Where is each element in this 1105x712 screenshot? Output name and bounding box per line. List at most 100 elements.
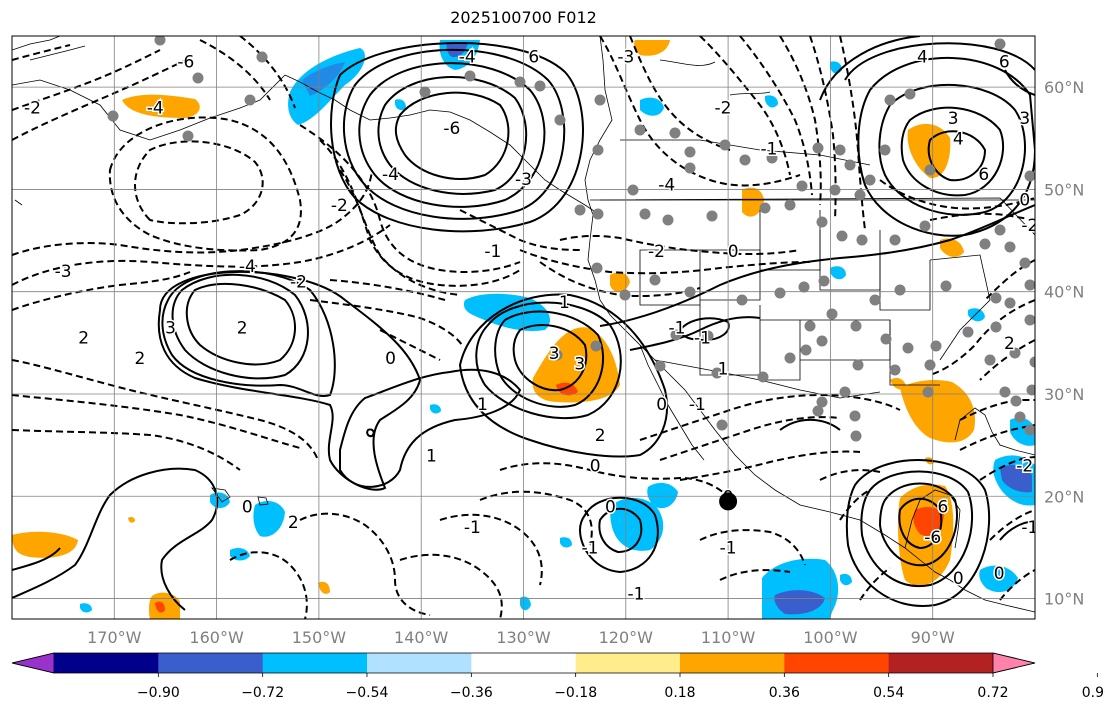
station-dot <box>796 180 808 192</box>
station-dot <box>1024 170 1035 182</box>
dashed-contours <box>12 36 1035 619</box>
map-frame <box>11 35 1036 620</box>
station-dot <box>839 386 851 398</box>
contour-label: 6 <box>978 165 989 185</box>
contour-label: -1 <box>761 140 778 160</box>
latitude-label: 50°N <box>1044 180 1084 199</box>
latitude-label: 60°N <box>1044 78 1084 97</box>
station-dot <box>594 94 606 106</box>
station-dot <box>940 280 952 292</box>
station-dot <box>844 159 856 171</box>
contour-label: -1 <box>484 242 501 262</box>
station-dot <box>1004 297 1016 309</box>
contour-label: 2 <box>237 319 248 339</box>
station-dot <box>816 335 828 347</box>
longitude-label: 150°W <box>292 628 347 647</box>
station-dot <box>1024 424 1035 436</box>
station-dot <box>574 204 586 216</box>
contour-label: 1 <box>559 293 570 313</box>
longitude-label: 90°W <box>911 628 955 647</box>
contour-label: -2 <box>1016 457 1033 477</box>
contour-label: -4 <box>658 175 675 195</box>
colorbar-swatch <box>367 653 472 673</box>
station-dot <box>800 344 812 356</box>
station-dot <box>684 162 696 174</box>
station-dot <box>924 359 936 371</box>
contour-label: 2 <box>1004 334 1015 354</box>
negative-shading <box>80 40 1035 619</box>
contour-label: 3 <box>549 344 560 364</box>
colorbar-outline <box>11 652 1036 674</box>
colorbar-swatch <box>575 653 681 673</box>
station-dot <box>654 360 666 372</box>
latitude-label: 20°N <box>1044 487 1084 506</box>
station-dot <box>639 208 651 220</box>
station-dot <box>419 86 431 98</box>
colorbar-extend-high <box>992 652 1036 674</box>
station-dot <box>784 199 796 211</box>
station-dot <box>766 152 778 164</box>
station-dot <box>930 340 942 352</box>
colorbar-label: −0.36 <box>450 685 493 701</box>
contour-label: 6 <box>999 53 1010 73</box>
station-dot <box>922 386 934 398</box>
station-markers <box>107 36 1035 442</box>
station-dot <box>1014 411 1026 423</box>
station-dot <box>889 234 901 246</box>
contour-label: 1 <box>718 359 729 379</box>
station-dot <box>1004 241 1016 253</box>
colorbar-extend-low <box>11 652 55 674</box>
colorbar-label: −0.54 <box>346 685 389 701</box>
contour-label: 0 <box>994 564 1005 584</box>
station-dot <box>711 367 723 379</box>
contour-label: -3 <box>55 262 72 282</box>
station-dot <box>619 289 631 301</box>
station-dot <box>850 320 862 332</box>
station-dot <box>889 364 901 376</box>
contour-label: -6 <box>177 53 194 73</box>
contour-label: 4 <box>953 129 964 149</box>
contour-label: 3 <box>165 319 176 339</box>
station-dot <box>849 410 861 422</box>
station-dot <box>999 386 1011 398</box>
station-dot <box>864 174 876 186</box>
station-dot <box>784 352 796 364</box>
contour-label: 4 <box>917 47 928 67</box>
longitude-label: 110°W <box>701 628 756 647</box>
station-dot <box>829 184 841 196</box>
contour-label: 1 <box>477 395 488 415</box>
contour-label: -4 <box>147 99 164 119</box>
latitude-label: 30°N <box>1044 385 1084 404</box>
station-dot <box>634 124 646 136</box>
station-dot <box>1010 395 1022 407</box>
colorbar-label: 0.90 <box>1082 685 1105 701</box>
longitude-label: 130°W <box>496 628 551 647</box>
contour-label: 0 <box>656 395 667 415</box>
station-dot <box>904 88 916 100</box>
contour-label: 2 <box>595 426 606 446</box>
station-dot <box>894 284 906 296</box>
contour-label: -3 <box>617 47 634 67</box>
station-dot <box>816 396 828 408</box>
station-dot <box>627 184 639 196</box>
contour-label: 0 <box>728 242 739 262</box>
latitude-tick-labels: 10°N 20°N 30°N 40°N 50°N 60°N <box>1044 78 1084 608</box>
colorbar-label: 0.36 <box>769 685 800 701</box>
station-dot <box>962 326 974 338</box>
station-dot <box>719 139 731 151</box>
contour-label: 3 <box>574 354 585 374</box>
colorbar-label: 0.72 <box>977 685 1008 701</box>
colorbar-label: −0.18 <box>554 685 597 701</box>
contour-label: -1 <box>628 584 645 604</box>
contour-label: -1 <box>720 538 737 558</box>
station-dot <box>884 94 896 106</box>
contour-label: 0 <box>242 497 253 517</box>
station-dot <box>464 70 476 82</box>
contour-label: 2 <box>78 329 89 349</box>
colorbar-swatch <box>54 653 159 673</box>
contour-label: 6 <box>938 497 949 517</box>
longitude-label: 120°W <box>599 628 654 647</box>
map-title: 2025100700 F012 <box>450 8 597 27</box>
station-dot <box>924 164 936 176</box>
latitude-label: 10°N <box>1044 590 1084 609</box>
